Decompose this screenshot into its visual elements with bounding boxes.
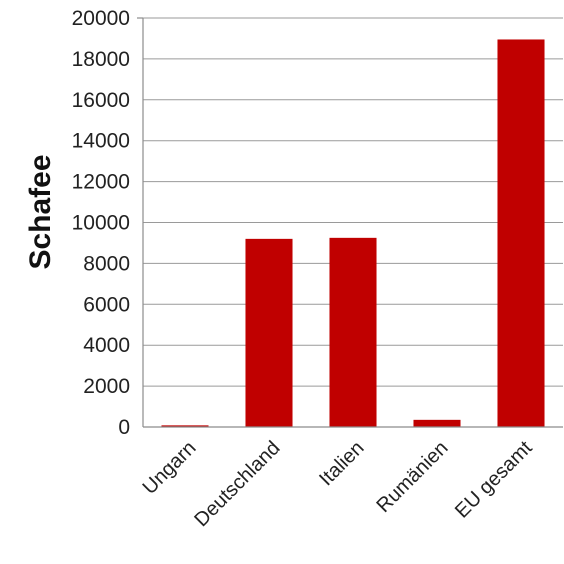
bar: [497, 39, 545, 427]
y-tick-label: 14000: [72, 130, 130, 153]
bar: [329, 237, 377, 427]
gridlines: [143, 17, 563, 387]
y-tick-label: 6000: [83, 293, 130, 316]
x-category-label: Deutschland: [190, 437, 284, 531]
bars: [161, 39, 545, 427]
y-tick-label: 10000: [72, 212, 130, 235]
y-tick-label: 8000: [83, 252, 130, 275]
y-axis-ticks: 0 2000 4000 6000 8000 10000 12000 14000 16000 180…: [72, 7, 130, 439]
y-tick-label: 2000: [83, 375, 130, 398]
axes: [137, 17, 563, 428]
y-axis-title: Schafee: [24, 154, 57, 269]
y-tick-label: 18000: [72, 48, 130, 71]
x-category-label: Italien: [315, 437, 368, 490]
bar: [161, 425, 209, 427]
y-tick-label: 0: [118, 416, 130, 439]
y-tick-label: 4000: [83, 334, 130, 357]
y-tick-label: 20000: [72, 7, 130, 30]
y-tick-label: 12000: [72, 171, 130, 194]
x-category-label: Rumänien: [373, 437, 453, 517]
bar: [413, 419, 461, 427]
x-category-label: EU gesamt: [451, 437, 537, 523]
bar: [245, 238, 293, 427]
x-category-label: Ungarn: [139, 437, 201, 499]
y-tick-label: 16000: [72, 89, 130, 112]
